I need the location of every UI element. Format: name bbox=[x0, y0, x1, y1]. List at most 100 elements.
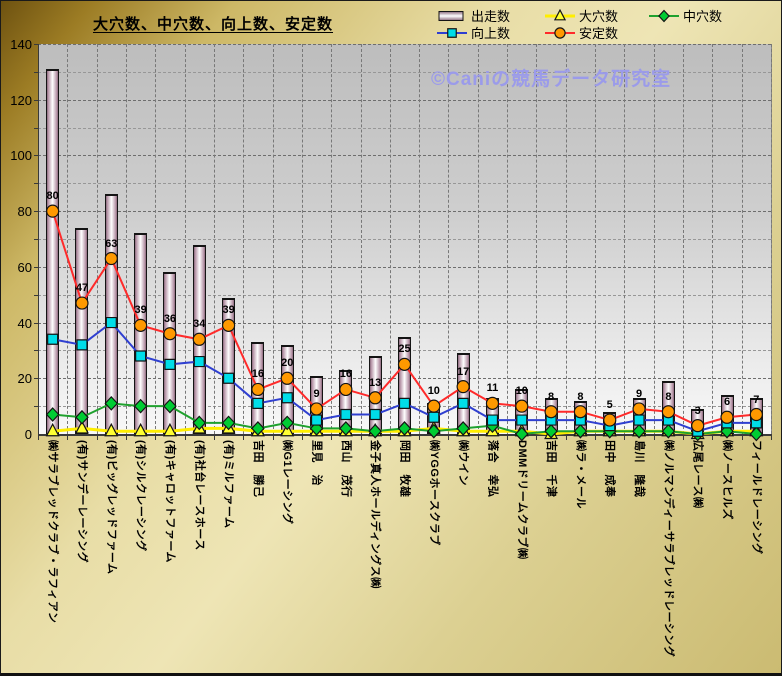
bar-shussousu bbox=[427, 403, 441, 434]
bar-shussousu bbox=[104, 194, 118, 434]
legend-label: 向上数 bbox=[471, 26, 511, 41]
h-gridline bbox=[38, 239, 771, 240]
v-gridline bbox=[301, 44, 303, 434]
x-axis-tick bbox=[389, 436, 391, 440]
x-axis-tick bbox=[301, 436, 303, 440]
data-label: 7 bbox=[753, 393, 760, 406]
x-axis-tick bbox=[536, 436, 538, 440]
y-axis-tick bbox=[34, 294, 38, 296]
x-category-label: (有)社台レースホース bbox=[193, 440, 206, 551]
data-label: 9 bbox=[313, 387, 320, 400]
x-axis-tick bbox=[595, 436, 597, 440]
h-gridline bbox=[38, 183, 771, 185]
data-label: 17 bbox=[457, 365, 470, 378]
data-label: 3 bbox=[694, 404, 701, 417]
y-axis-tick bbox=[34, 239, 38, 240]
y-axis-tick bbox=[34, 350, 38, 352]
data-label: 80 bbox=[46, 190, 59, 203]
data-label: 8 bbox=[577, 390, 584, 403]
x-axis-tick bbox=[125, 436, 127, 440]
bar-shussousu bbox=[251, 342, 265, 434]
data-label: 9 bbox=[635, 387, 643, 400]
x-category-label: 西山 茂行 bbox=[339, 440, 352, 498]
legend-label: 安定数 bbox=[579, 26, 619, 41]
x-category-label: 金子真人ホールディングス㈱ bbox=[369, 440, 382, 589]
x-category-label: ㈱G1レーシング bbox=[281, 440, 294, 525]
h-gridline bbox=[38, 266, 771, 268]
y-axis-label: 120 bbox=[10, 92, 32, 108]
y-axis-tick bbox=[34, 183, 38, 185]
legend: 出走数 大穴数 中穴数向上数 安定数 bbox=[437, 7, 735, 41]
x-category-label: (有)キャロットファーム bbox=[163, 440, 176, 563]
data-label: 34 bbox=[193, 318, 206, 331]
h-gridline bbox=[38, 294, 771, 296]
y-axis-label: 100 bbox=[10, 148, 32, 164]
chart-title: 大穴数、中穴数、向上数、安定数 bbox=[93, 16, 334, 33]
y-axis-line bbox=[38, 44, 39, 435]
x-axis-tick bbox=[683, 436, 685, 440]
data-label: 39 bbox=[134, 304, 147, 317]
x-category-label: 吉田 千津 bbox=[545, 440, 558, 498]
x-category-label: 田中 成奉 bbox=[603, 440, 616, 498]
v-gridline bbox=[389, 44, 391, 434]
x-axis-tick bbox=[448, 436, 450, 440]
x-category-label: DMMドリームクラブ㈱ bbox=[515, 440, 528, 560]
x-axis-tick bbox=[38, 436, 39, 440]
v-gridline bbox=[155, 44, 157, 434]
x-axis-line bbox=[38, 434, 772, 436]
x-category-label: ㈱YGGホースクラブ bbox=[427, 440, 440, 546]
data-label: 25 bbox=[398, 343, 411, 356]
data-label: 10 bbox=[427, 385, 440, 398]
h-gridline bbox=[38, 211, 771, 213]
x-axis-tick bbox=[477, 436, 479, 440]
data-label: 8 bbox=[665, 390, 672, 403]
legend-triangle-icon bbox=[545, 8, 575, 20]
data-label: 13 bbox=[369, 376, 382, 389]
bar-shussousu bbox=[134, 233, 148, 434]
bar-shussousu bbox=[46, 69, 60, 434]
x-axis-tick bbox=[213, 436, 215, 440]
x-axis-tick bbox=[360, 436, 362, 440]
v-gridline bbox=[419, 44, 421, 434]
y-axis-tick bbox=[34, 44, 38, 45]
y-axis-tick bbox=[34, 322, 38, 324]
data-label: 63 bbox=[105, 237, 118, 250]
v-gridline bbox=[624, 44, 626, 434]
bar-shussousu bbox=[222, 297, 236, 434]
legend-item: 大穴数 bbox=[545, 6, 649, 25]
x-category-label: 島川 隆哉 bbox=[633, 440, 646, 498]
y-axis-label: 140 bbox=[10, 37, 32, 52]
x-category-label: (有)サンデーレーシング bbox=[75, 440, 88, 564]
bar-shussousu bbox=[573, 400, 587, 434]
x-category-label: 岡田 牧雄 bbox=[398, 440, 411, 498]
v-gridline bbox=[712, 44, 714, 434]
x-category-label: 広尾レース㈱ bbox=[691, 440, 704, 509]
x-axis-tick bbox=[96, 436, 98, 440]
legend-label: 出走数 bbox=[471, 9, 511, 24]
x-axis-tick bbox=[419, 436, 421, 440]
legend-label: 中穴数 bbox=[683, 9, 723, 24]
data-label: 20 bbox=[281, 357, 294, 370]
x-category-label: ㈱ラ・メール bbox=[574, 440, 587, 509]
v-gridline bbox=[595, 44, 597, 434]
bar-shussousu bbox=[368, 356, 382, 434]
y-axis-tick bbox=[34, 127, 38, 129]
x-axis-tick bbox=[712, 436, 714, 440]
legend-circle-icon bbox=[545, 26, 575, 39]
x-axis-tick bbox=[155, 436, 157, 440]
x-category-label: 里見 治 bbox=[310, 440, 323, 486]
v-gridline bbox=[536, 44, 538, 434]
v-gridline bbox=[565, 44, 567, 434]
legend-item: 向上数 bbox=[437, 23, 545, 42]
v-gridline bbox=[507, 44, 509, 434]
bar-shussousu bbox=[75, 227, 89, 434]
y-axis-label: 60 bbox=[17, 259, 32, 275]
legend-item: 中穴数 bbox=[649, 6, 735, 25]
x-axis-tick bbox=[624, 436, 626, 440]
y-axis-tick bbox=[34, 406, 38, 408]
bar-shussousu bbox=[310, 375, 324, 434]
data-label: 16 bbox=[339, 368, 352, 381]
x-axis-tick bbox=[184, 436, 186, 440]
legend-diamond-icon bbox=[649, 9, 679, 22]
